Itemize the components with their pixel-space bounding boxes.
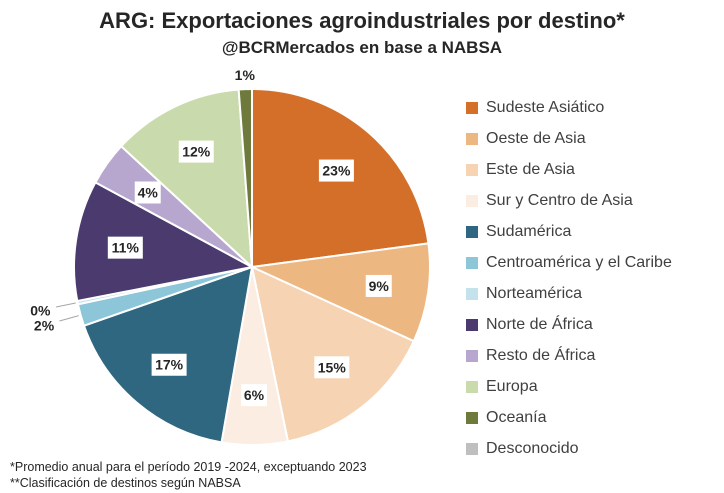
legend-item-centroamerica-y-el-caribe: Centroamérica y el Caribe	[466, 247, 672, 278]
legend-label: Este de Asia	[486, 160, 575, 178]
pie-slice-este-de-asia	[250, 265, 416, 443]
data-label-box	[241, 384, 268, 407]
legend-label: Norteamérica	[486, 284, 583, 302]
data-label-sudamerica: 17%	[151, 353, 187, 376]
legend-swatch	[466, 132, 478, 145]
data-label-europa: 12%	[178, 140, 214, 163]
pie-slice-oceania	[237, 87, 253, 268]
data-label-oceania: 1%	[235, 67, 256, 83]
data-label-box	[107, 236, 143, 259]
legend-swatch	[466, 194, 478, 207]
data-label-norteamerica: 0%	[30, 302, 51, 318]
legend-swatch	[466, 349, 478, 362]
legend-item-desconocido: Desconocido	[466, 433, 672, 464]
data-label-text: 4%	[138, 184, 159, 200]
legend-item-resto-de-africa: Resto de África	[466, 340, 672, 371]
data-label-text: 0%	[30, 302, 51, 318]
data-label-box	[178, 140, 214, 163]
data-label-norte-de-africa: 11%	[107, 236, 143, 259]
pie-slice-europa	[119, 88, 254, 270]
legend-swatch	[466, 287, 478, 300]
legend-item-sudeste-asiatico: Sudeste Asiático	[466, 92, 672, 123]
footnote-classification: **Clasificación de destinos según NABSA	[10, 476, 241, 490]
chart-subtitle: @BCRMercados en base a NABSA	[221, 38, 503, 57]
legend-label: Oceanía	[486, 408, 547, 426]
data-label-text: 15%	[318, 359, 347, 375]
legend-item-europa: Europa	[466, 371, 672, 402]
legend-label: Sur y Centro de Asia	[486, 191, 633, 209]
data-label-text: 11%	[112, 240, 140, 256]
data-label-text: 12%	[182, 144, 211, 160]
pie-slice-oeste-de-asia	[248, 242, 431, 343]
legend-item-oceania: Oceanía	[466, 402, 672, 433]
chart-title: ARG: Exportaciones agroindustriales por …	[99, 8, 625, 33]
legend-item-norteamerica: Norteamérica	[466, 278, 672, 309]
legend-label: Centroamérica y el Caribe	[486, 253, 672, 271]
legend-swatch	[466, 225, 478, 238]
legend-swatch	[466, 163, 478, 176]
legend-label: Europa	[486, 377, 538, 395]
legend-item-oeste-de-asia: Oeste de Asia	[466, 123, 672, 154]
legend-item-sur-y-centro-de-asia: Sur y Centro de Asia	[466, 185, 672, 216]
legend-swatch	[466, 101, 478, 114]
data-label-box	[134, 181, 161, 204]
legend-label: Sudeste Asiático	[486, 98, 605, 116]
legend-label: Desconocido	[486, 439, 579, 457]
data-label-oeste-de-asia: 9%	[365, 274, 392, 297]
legend-swatch	[466, 380, 478, 393]
data-label-box	[318, 159, 354, 182]
data-label-text: 6%	[244, 387, 265, 403]
legend-swatch	[466, 411, 478, 424]
data-label-sur-y-centro-de-asia: 6%	[241, 384, 268, 407]
legend-label: Sudamérica	[486, 222, 572, 240]
data-label-box	[314, 356, 350, 379]
legend-swatch	[466, 256, 478, 269]
data-label-text: 9%	[369, 278, 390, 294]
footnote-period: *Promedio anual para el período 2019 -20…	[10, 460, 367, 474]
data-label-text: 23%	[322, 163, 351, 179]
data-label-text: 17%	[155, 357, 184, 373]
leader-line-centroamerica-y-el-caribe	[59, 315, 79, 322]
data-label-resto-de-africa: 4%	[134, 181, 161, 204]
data-label-box	[365, 274, 392, 297]
data-label-text: 2%	[34, 317, 55, 333]
data-label-text: 1%	[235, 67, 256, 83]
pie-slice-norte-de-africa	[73, 181, 255, 303]
data-label-este-de-asia: 15%	[314, 356, 350, 379]
data-label-box	[151, 353, 187, 376]
legend-swatch	[466, 442, 478, 455]
leader-line-norteamerica	[55, 302, 76, 308]
legend-swatch	[466, 318, 478, 331]
legend-item-norte-de-africa: Norte de África	[466, 309, 672, 340]
legend-label: Oeste de Asia	[486, 129, 586, 147]
legend-item-sudamerica: Sudamérica	[466, 216, 672, 247]
legend-label: Resto de África	[486, 346, 596, 364]
legend-label: Norte de África	[486, 315, 593, 333]
chart-legend: Sudeste Asiático Oeste de Asia Este de Asi…	[466, 92, 672, 464]
data-label-sudeste-asiatico: 23%	[318, 159, 354, 182]
legend-item-este-de-asia: Este de Asia	[466, 154, 672, 185]
data-label-centroamerica-y-el-caribe: 2%	[34, 317, 55, 333]
